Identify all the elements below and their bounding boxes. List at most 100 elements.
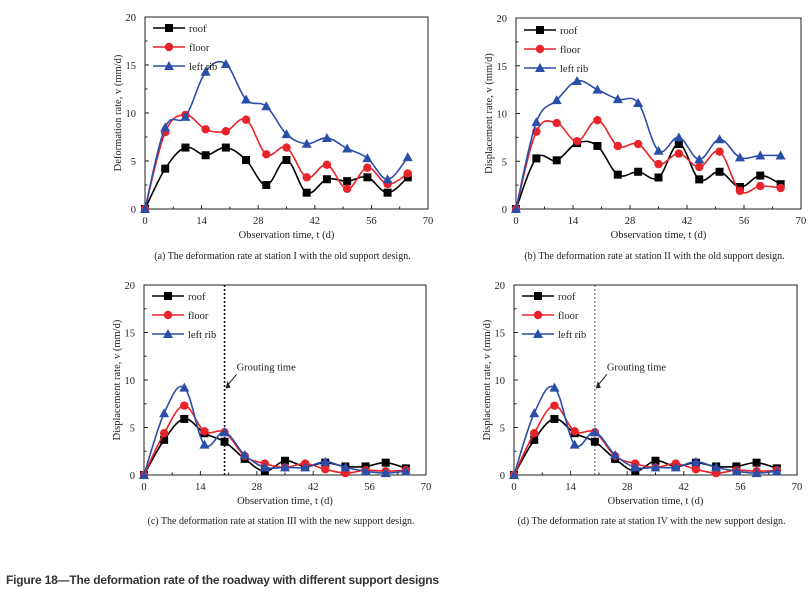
- legend-marker-triangle: [163, 329, 173, 338]
- y-axis-title: Displacement rate, v (mm/d): [484, 53, 495, 174]
- legend: roof floor left rib: [522, 292, 586, 341]
- y-tick-label: 15: [125, 329, 136, 340]
- data-point: [530, 429, 539, 438]
- series-line: [144, 60, 409, 210]
- data-point: [321, 132, 332, 142]
- data-point: [674, 149, 684, 158]
- data-point: [694, 154, 705, 164]
- data-point: [259, 462, 270, 472]
- data-point: [140, 204, 150, 213]
- data-point: [654, 159, 663, 169]
- data-point: [241, 115, 251, 124]
- data-point: [755, 150, 766, 160]
- data-point: [549, 382, 560, 392]
- data-point: [715, 167, 724, 176]
- data-point: [201, 125, 210, 134]
- data-point: [572, 136, 582, 146]
- data-point: [281, 456, 289, 465]
- y-tick-label: 10: [495, 376, 506, 387]
- data-point: [715, 147, 724, 156]
- y-tick-label: 20: [497, 14, 508, 25]
- x-tick-label: 14: [565, 482, 576, 493]
- data-point: [529, 408, 540, 418]
- data-point: [756, 171, 765, 180]
- data-point: [593, 141, 602, 150]
- data-point: [731, 466, 742, 476]
- y-tick-label: 15: [495, 329, 506, 340]
- y-tick-label: 0: [502, 205, 507, 216]
- x-tick-label: 70: [796, 216, 807, 227]
- data-point: [242, 156, 251, 165]
- x-tick-label: 56: [739, 216, 750, 227]
- panel-caption: (a) The deformation rate at station I wi…: [154, 251, 410, 262]
- y-tick-label: 20: [495, 281, 506, 292]
- data-point: [180, 414, 189, 423]
- x-axis-title: Observation time, t (d): [237, 496, 333, 507]
- data-point: [630, 462, 641, 472]
- data-point: [509, 470, 519, 479]
- x-tick-label: 28: [622, 482, 633, 493]
- data-point: [200, 66, 211, 76]
- data-point: [220, 59, 231, 69]
- y-tick-label: 15: [126, 61, 137, 72]
- data-point: [552, 118, 561, 128]
- data-point: [650, 462, 661, 472]
- legend: roof floor left rib: [152, 292, 216, 341]
- x-axis-title: Observation time, t (d): [239, 230, 335, 241]
- data-point: [550, 401, 559, 410]
- data-point: [752, 458, 761, 467]
- data-point: [322, 175, 331, 184]
- legend-label: floor: [188, 311, 209, 322]
- chart-panel-c: 0 14 28 42 56 70 0 5 10 15 20 Observation time, t (…: [112, 281, 431, 527]
- data-point: [531, 117, 542, 127]
- data-point: [612, 94, 623, 104]
- series-left-rib: [140, 59, 413, 213]
- data-point: [735, 186, 745, 196]
- y-tick-label: 5: [500, 424, 505, 435]
- series-line: [513, 385, 777, 476]
- data-point: [383, 188, 392, 197]
- y-axis-title: Displacement rate, v (mm/d): [112, 319, 123, 440]
- x-axis-title: Observation time, t (d): [611, 230, 707, 241]
- series-line: [515, 119, 781, 210]
- y-tick-label: 10: [497, 110, 508, 121]
- data-point: [550, 414, 559, 423]
- plot-frame: [143, 284, 427, 476]
- data-point: [362, 153, 373, 163]
- data-point: [282, 156, 291, 165]
- series-line: [143, 385, 406, 476]
- x-tick-label: 14: [196, 216, 207, 227]
- data-point: [592, 84, 603, 94]
- series-line: [515, 140, 781, 210]
- y-tick-label: 0: [500, 471, 505, 482]
- data-point: [695, 175, 704, 184]
- data-point: [610, 450, 621, 460]
- data-point: [711, 462, 722, 472]
- y-tick-label: 20: [125, 281, 136, 292]
- y-tick-label: 5: [131, 157, 136, 168]
- data-point: [690, 456, 701, 466]
- data-point: [281, 129, 292, 139]
- series-left-rib: [139, 382, 411, 479]
- x-tick-label: 28: [625, 216, 636, 227]
- data-point: [363, 163, 372, 172]
- x-tick-label: 28: [253, 216, 264, 227]
- data-point: [221, 127, 231, 136]
- panel-caption: (d) The deformation rate at station IV w…: [518, 516, 786, 527]
- grouting-time-label: Grouting time: [607, 363, 667, 374]
- x-tick-label: 42: [682, 216, 693, 227]
- x-tick-label: 42: [679, 482, 690, 493]
- legend-marker-circle: [533, 310, 543, 320]
- data-point: [382, 174, 393, 184]
- data-point: [181, 143, 190, 152]
- data-point: [160, 122, 171, 132]
- data-point: [590, 437, 599, 446]
- x-tick-label: 56: [364, 482, 375, 493]
- x-tick-label: 70: [421, 482, 432, 493]
- data-point: [161, 164, 170, 173]
- data-point: [734, 152, 745, 162]
- series-left-rib: [509, 382, 782, 479]
- legend-marker-triangle: [535, 63, 545, 72]
- x-tick-label: 0: [513, 216, 518, 227]
